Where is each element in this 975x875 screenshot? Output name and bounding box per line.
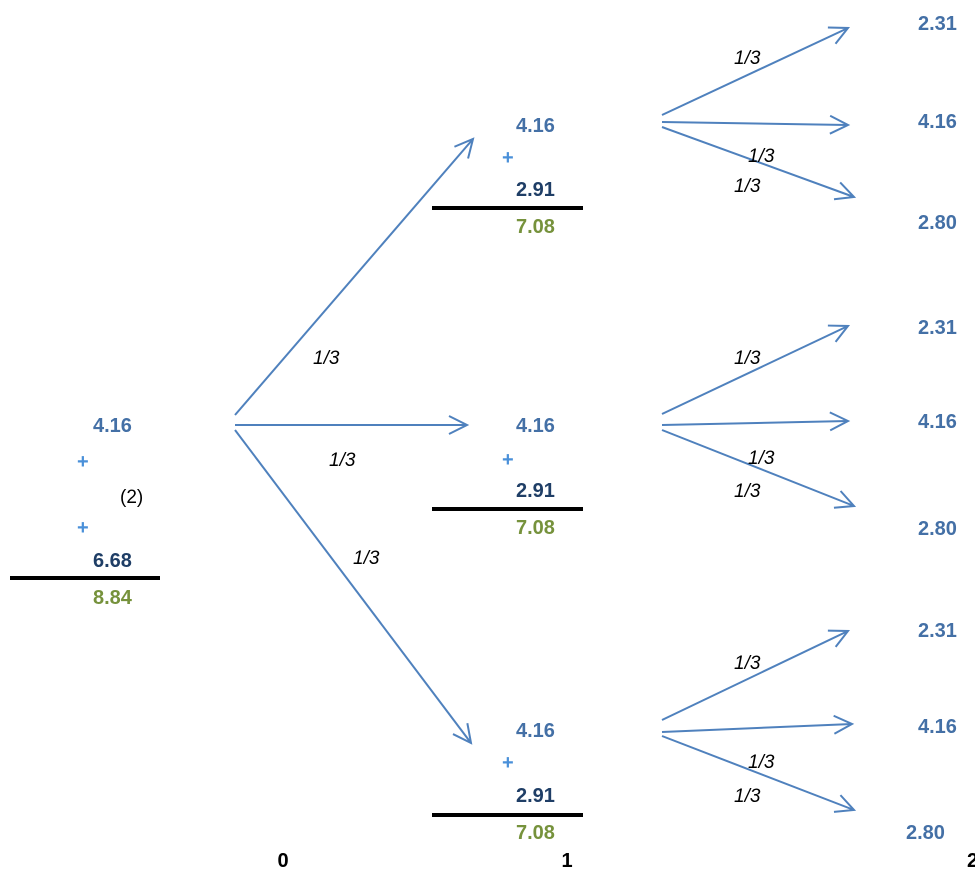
mid-node-3-prob-down: 1/3 xyxy=(734,786,761,807)
time-label-2: 2 xyxy=(967,850,975,872)
leaf-1-3: 2.80 xyxy=(918,212,957,234)
mid-node-2: 4.16 + 2.91 7.08 1/3 1/3 1/3 2.31 4.16 2… xyxy=(432,317,957,540)
root-branch-arrow-down xyxy=(234,429,473,745)
mid-node-1-prob-up: 1/3 xyxy=(734,48,761,69)
mid-node-2-plus: + xyxy=(502,449,514,471)
leaf-2-2: 4.16 xyxy=(918,411,957,433)
mid-node-3-arrow-mid xyxy=(661,714,855,735)
leaf-3-3: 2.80 xyxy=(906,822,945,844)
mid-node-1-prob-mid: 1/3 xyxy=(748,146,775,167)
mid-node-2-total: 7.08 xyxy=(516,517,555,539)
mid-node-3-prob-up: 1/3 xyxy=(734,653,761,674)
root-branches: 1/3 1/3 1/3 xyxy=(234,137,475,745)
mid-node-3-value: 4.16 xyxy=(516,720,555,742)
mid-node-3-plus: + xyxy=(502,752,514,774)
leaf-1-2: 4.16 xyxy=(918,111,957,133)
mid-node-1-arrow-up xyxy=(661,26,851,116)
mid-node-2-arrow-mid xyxy=(661,411,851,432)
leaf-2-3: 2.80 xyxy=(918,518,957,540)
root-prob-mid: 1/3 xyxy=(329,450,356,471)
mid-node-1-value: 4.16 xyxy=(516,115,555,137)
mid-node-2-second: 2.91 xyxy=(516,480,555,502)
root-value: 4.16 xyxy=(93,415,132,437)
root-node: 4.16 + (2) + 6.68 8.84 xyxy=(10,415,160,609)
root-prob-up: 1/3 xyxy=(313,348,340,369)
mid-node-1-second: 2.91 xyxy=(516,179,555,201)
mid-node-3-second: 2.91 xyxy=(516,785,555,807)
mid-node-3-arrow-down xyxy=(661,735,857,813)
mid-node-1-total: 7.08 xyxy=(516,216,555,238)
root-total: 8.84 xyxy=(93,587,133,609)
mid-node-2-prob-up: 1/3 xyxy=(734,348,761,369)
root-plus-1: + xyxy=(77,451,89,473)
mid-node-1-arrow-mid xyxy=(661,114,851,135)
root-plus-2: + xyxy=(77,517,89,539)
mid-node-2-arrow-up xyxy=(661,324,851,415)
root-branch-arrow-up xyxy=(234,137,475,416)
mid-node-1: 4.16 + 2.91 7.08 1/3 1/3 1/3 2.31 4.16 2… xyxy=(432,13,957,238)
mid-node-3-total: 7.08 xyxy=(516,822,555,844)
mid-node-1-plus: + xyxy=(502,147,514,169)
mid-node-1-prob-down: 1/3 xyxy=(734,176,761,197)
root-reference: (2) xyxy=(120,487,143,508)
leaf-2-1: 2.31 xyxy=(918,317,957,339)
mid-node-2-value: 4.16 xyxy=(516,415,555,437)
mid-node-2-prob-mid: 1/3 xyxy=(748,448,775,469)
mid-node-3: 4.16 + 2.91 7.08 1/3 1/3 1/3 2.31 4.16 2… xyxy=(432,620,957,844)
mid-node-3-prob-mid: 1/3 xyxy=(748,752,775,773)
root-prob-down: 1/3 xyxy=(353,548,380,569)
leaf-3-1: 2.31 xyxy=(918,620,957,642)
time-label-0: 0 xyxy=(277,850,288,872)
time-axis: 0 1 2 xyxy=(277,850,975,872)
leaf-1-1: 2.31 xyxy=(918,13,957,35)
root-second-value: 6.68 xyxy=(93,550,132,572)
mid-node-2-arrow-down xyxy=(661,429,857,509)
time-label-1: 1 xyxy=(561,850,572,872)
leaf-3-2: 4.16 xyxy=(918,716,957,738)
mid-node-1-arrow-down xyxy=(661,126,857,201)
mid-node-2-prob-down: 1/3 xyxy=(734,481,761,502)
mid-node-3-arrow-up xyxy=(661,629,851,721)
